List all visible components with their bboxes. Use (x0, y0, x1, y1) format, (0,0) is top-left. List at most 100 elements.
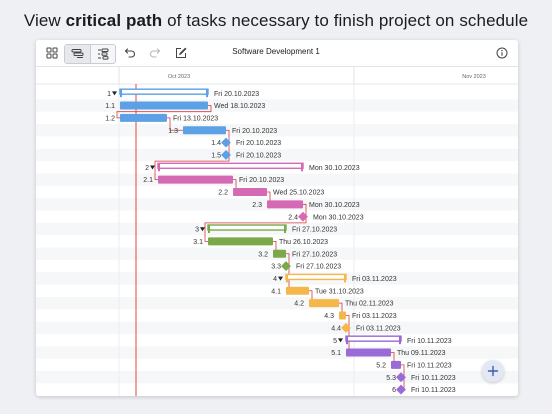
task-bar-3-1[interactable] (208, 237, 273, 246)
summary-bar-1[interactable] (119, 88, 209, 98)
headline-suffix: of tasks necessary to finish project on … (162, 11, 529, 30)
task-id-label: 5.3 (386, 375, 396, 382)
task-bar-1-1[interactable] (120, 101, 208, 110)
milestone-2-4[interactable] (298, 211, 308, 222)
task-id-label: 1.2 (105, 115, 115, 122)
grid-icon[interactable] (44, 45, 60, 61)
milestone-3-3[interactable] (281, 261, 291, 272)
gantt-icon[interactable] (90, 45, 115, 63)
task-bar-2-3[interactable] (267, 200, 303, 209)
task-id-label: 3.1 (193, 239, 203, 246)
task-date-label: Thu 02.11.2023 (345, 301, 394, 308)
task-bar-5-2[interactable] (391, 360, 401, 369)
task-date-label: Fri 20.10.2023 (232, 128, 277, 135)
document-title: Software Development 1 (232, 47, 320, 56)
task-bar-2-1[interactable] (158, 175, 233, 184)
milestone-6[interactable] (396, 384, 406, 395)
task-date-label: Fri 10.11.2023 (411, 375, 456, 382)
view-switcher (64, 44, 116, 64)
task-id-label: 3 (195, 227, 199, 234)
task-id-label: 1.4 (211, 140, 221, 147)
milestone-1-4[interactable] (221, 137, 231, 148)
task-date-label: Fri 03.11.2023 (352, 276, 397, 283)
task-date-label: Fri 03.11.2023 (356, 325, 401, 332)
task-id-label: 4.2 (294, 301, 304, 308)
task-date-label: Fri 20.10.2023 (236, 153, 281, 160)
task-date-label: Fri 10.11.2023 (407, 362, 452, 369)
task-bar-4-1[interactable] (286, 286, 309, 295)
task-id-label: 3.3 (271, 264, 281, 271)
task-id-label: 2.3 (252, 202, 262, 209)
task-id-label: 2.1 (143, 177, 153, 184)
task-date-label: Fri 20.10.2023 (214, 91, 259, 98)
task-bar-1-2[interactable] (120, 113, 167, 122)
task-date-label: Thu 09.11.2023 (397, 350, 446, 357)
task-bar-5-1[interactable] (346, 348, 391, 357)
collapse-triangle-icon[interactable] (150, 165, 155, 170)
milestone-5-3[interactable] (396, 372, 406, 383)
task-date-label: Wed 25.10.2023 (273, 190, 324, 197)
task-date-label: Tue 31.10.2023 (315, 288, 364, 295)
task-date-label: Mon 30.10.2023 (313, 214, 364, 221)
task-id-label: 2.4 (288, 214, 298, 221)
task-id-label: 1.3 (168, 128, 178, 135)
task-bar-1-3[interactable] (183, 126, 226, 135)
task-id-label: 6 (392, 387, 396, 394)
task-id-label: 5.2 (376, 362, 386, 369)
task-date-label: Wed 18.10.2023 (214, 103, 265, 110)
gantt-chart[interactable]: Oct 2023 Nov 2023 1 Fri 20.10.2023 1.1 Wed 1… (36, 67, 518, 396)
task-date-label: Fri 03.11.2023 (352, 313, 397, 320)
task-id-label: 4.4 (331, 325, 341, 332)
task-date-label: Fri 27.10.2023 (296, 264, 341, 271)
task-bar-3-2[interactable] (273, 249, 286, 258)
task-date-label: Fri 20.10.2023 (236, 140, 281, 147)
task-bar-2-2[interactable] (233, 187, 267, 196)
task-date-label: Thu 26.10.2023 (279, 239, 328, 246)
task-id-label: 1.1 (105, 103, 115, 110)
month-label: Oct 2023 (168, 74, 190, 80)
task-date-label: Fri 10.11.2023 (407, 338, 452, 345)
task-date-label: Fri 13.10.2023 (173, 115, 218, 122)
headline: View critical path of tasks necessary to… (0, 11, 552, 31)
task-id-label: 1 (107, 91, 111, 98)
task-bar-4-2[interactable] (309, 299, 339, 308)
collapse-triangle-icon[interactable] (112, 91, 117, 96)
task-id-label: 4.3 (324, 313, 334, 320)
task-id-label: 4 (273, 276, 277, 283)
task-id-label: 3.2 (258, 251, 268, 258)
collapse-triangle-icon[interactable] (338, 338, 343, 343)
collapse-triangle-icon[interactable] (200, 227, 205, 232)
task-id-label: 5.1 (331, 350, 341, 357)
summary-bar-5[interactable] (345, 335, 402, 345)
critical-path-link (116, 105, 212, 119)
task-date-label: Mon 30.10.2023 (309, 202, 360, 209)
undo-icon[interactable] (122, 45, 138, 61)
summary-bar-4[interactable] (285, 273, 347, 283)
task-bar-4-3[interactable] (339, 311, 346, 320)
timeline-header (36, 67, 518, 84)
redo-icon[interactable] (147, 45, 163, 61)
milestone-4-4[interactable] (341, 322, 351, 333)
task-id-label: 1.5 (211, 153, 221, 160)
app-window: Software Development 1 Oct 2023 Nov 2023 … (36, 40, 518, 396)
toolbar: Software Development 1 (36, 40, 518, 67)
headline-prefix: View (23, 11, 66, 30)
task-date-label: Fri 27.10.2023 (292, 251, 337, 258)
summary-bar-3[interactable] (207, 224, 287, 234)
task-id-label: 4.1 (271, 288, 281, 295)
critical-path-link (167, 117, 183, 131)
task-date-label: Mon 30.10.2023 (309, 165, 360, 172)
task-date-label: Fri 27.10.2023 (292, 227, 337, 234)
collapse-triangle-icon[interactable] (278, 276, 283, 281)
task-id-label: 2.2 (218, 190, 228, 197)
month-label: Nov 2023 (462, 74, 486, 80)
info-icon[interactable] (494, 45, 510, 61)
milestone-1-5[interactable] (221, 149, 231, 160)
edit-icon[interactable] (173, 45, 189, 61)
add-task-button[interactable] (482, 360, 504, 382)
task-date-label: Fri 10.11.2023 (411, 387, 456, 394)
task-list-icon[interactable] (65, 45, 91, 63)
task-date-label: Fri 20.10.2023 (239, 177, 284, 184)
plus-icon (487, 365, 499, 377)
summary-bar-2[interactable] (157, 162, 304, 172)
